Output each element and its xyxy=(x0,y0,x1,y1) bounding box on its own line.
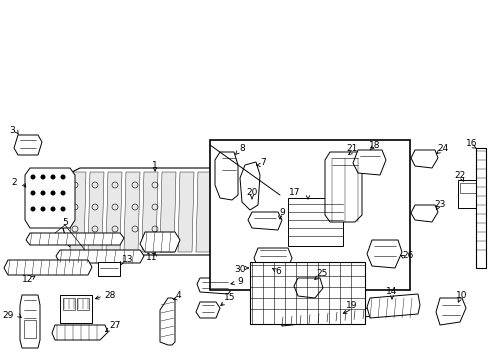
Polygon shape xyxy=(70,172,86,252)
Polygon shape xyxy=(250,172,266,252)
Bar xyxy=(250,262,365,324)
Bar xyxy=(98,262,120,276)
Circle shape xyxy=(50,175,55,180)
Text: 9: 9 xyxy=(237,278,243,287)
Polygon shape xyxy=(367,240,402,268)
Polygon shape xyxy=(124,172,140,252)
Text: 14: 14 xyxy=(386,288,398,297)
Text: 22: 22 xyxy=(454,171,466,180)
Text: 4: 4 xyxy=(175,291,181,300)
Polygon shape xyxy=(196,172,212,252)
Text: 28: 28 xyxy=(104,291,116,300)
Text: 16: 16 xyxy=(466,139,478,148)
Text: 21: 21 xyxy=(346,144,358,153)
Circle shape xyxy=(30,190,35,195)
Text: 2: 2 xyxy=(11,177,17,186)
Polygon shape xyxy=(56,250,144,263)
Text: 29: 29 xyxy=(2,310,14,320)
Text: 19: 19 xyxy=(346,301,358,310)
Bar xyxy=(460,183,476,193)
Circle shape xyxy=(60,190,66,195)
Text: 8: 8 xyxy=(239,144,245,153)
Bar xyxy=(24,320,36,338)
Polygon shape xyxy=(25,168,75,228)
Text: 11: 11 xyxy=(146,253,158,262)
Polygon shape xyxy=(214,172,230,252)
Polygon shape xyxy=(411,150,438,168)
Polygon shape xyxy=(20,295,40,348)
Polygon shape xyxy=(254,248,292,268)
Polygon shape xyxy=(196,302,220,318)
Polygon shape xyxy=(160,298,175,345)
Bar xyxy=(210,140,410,290)
Text: 27: 27 xyxy=(109,321,121,330)
Polygon shape xyxy=(325,152,362,222)
Text: 1: 1 xyxy=(152,161,158,170)
Circle shape xyxy=(41,207,46,212)
Bar xyxy=(63,298,75,310)
Circle shape xyxy=(30,207,35,212)
Polygon shape xyxy=(178,172,194,252)
Bar xyxy=(60,295,92,323)
Circle shape xyxy=(50,190,55,195)
Polygon shape xyxy=(436,298,466,325)
Polygon shape xyxy=(411,205,438,222)
Polygon shape xyxy=(232,172,248,252)
Text: 24: 24 xyxy=(438,144,449,153)
Polygon shape xyxy=(240,162,260,210)
Polygon shape xyxy=(62,168,290,255)
Circle shape xyxy=(30,175,35,180)
Polygon shape xyxy=(26,233,124,245)
Polygon shape xyxy=(268,172,284,252)
Text: 20: 20 xyxy=(246,188,258,197)
Bar xyxy=(458,180,478,208)
Polygon shape xyxy=(4,260,92,275)
Text: 7: 7 xyxy=(260,158,266,166)
Text: 6: 6 xyxy=(275,267,281,276)
Polygon shape xyxy=(106,172,122,252)
Bar xyxy=(288,198,343,246)
Polygon shape xyxy=(215,152,238,200)
Text: 9: 9 xyxy=(279,207,285,216)
Text: 26: 26 xyxy=(402,251,414,260)
Polygon shape xyxy=(280,308,373,326)
Polygon shape xyxy=(142,172,158,252)
Circle shape xyxy=(60,175,66,180)
Polygon shape xyxy=(197,278,234,294)
Text: 30: 30 xyxy=(234,266,246,274)
Text: 17: 17 xyxy=(289,188,301,197)
Text: 5: 5 xyxy=(62,217,68,226)
Polygon shape xyxy=(52,325,108,340)
Polygon shape xyxy=(14,135,42,155)
Polygon shape xyxy=(160,172,176,252)
Text: 25: 25 xyxy=(317,270,328,279)
Text: 13: 13 xyxy=(122,256,134,265)
Circle shape xyxy=(41,175,46,180)
Polygon shape xyxy=(228,168,290,248)
Text: 10: 10 xyxy=(456,291,468,300)
Text: 12: 12 xyxy=(23,275,34,284)
Text: 3: 3 xyxy=(9,126,15,135)
Bar xyxy=(476,148,486,268)
Bar xyxy=(77,298,89,310)
Circle shape xyxy=(60,207,66,212)
Circle shape xyxy=(41,190,46,195)
Text: 15: 15 xyxy=(224,293,236,302)
Text: 18: 18 xyxy=(369,140,381,149)
Polygon shape xyxy=(367,294,420,318)
Polygon shape xyxy=(248,212,282,230)
Polygon shape xyxy=(88,172,104,252)
Polygon shape xyxy=(140,232,180,252)
Polygon shape xyxy=(353,150,386,175)
Circle shape xyxy=(50,207,55,212)
Text: 23: 23 xyxy=(434,199,446,208)
Polygon shape xyxy=(294,278,323,298)
